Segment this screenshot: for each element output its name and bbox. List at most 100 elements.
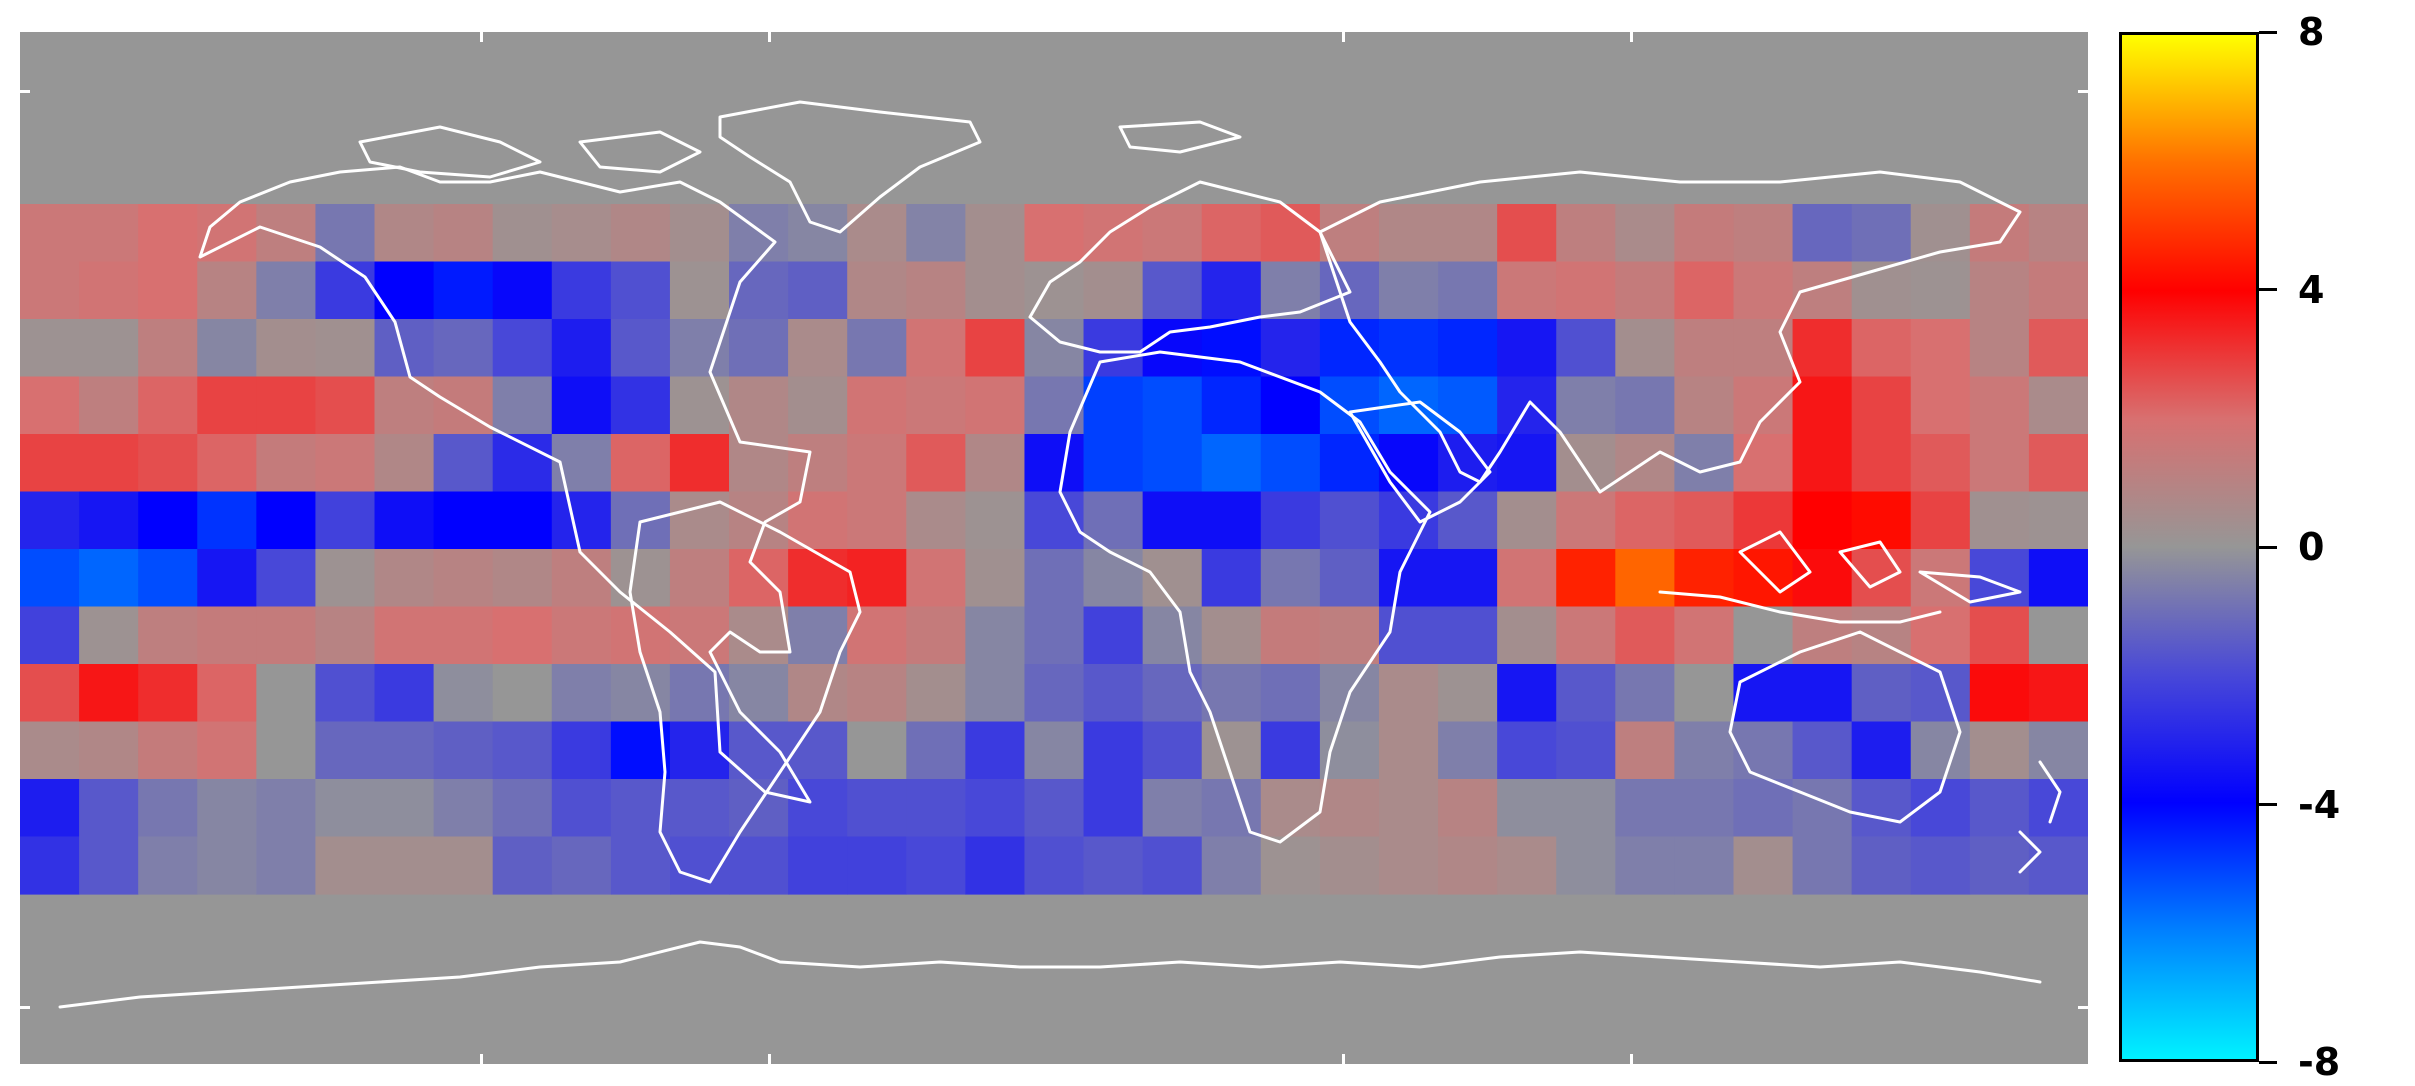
grid-cell: [729, 606, 789, 665]
grid-cell: [669, 779, 730, 838]
grid-cell: [788, 204, 848, 263]
grid-cell: [315, 836, 376, 895]
grid-cell: [1201, 261, 1262, 320]
grid-cell: [1556, 721, 1616, 780]
grid-cell: [1615, 491, 1675, 550]
grid-cell: [256, 434, 317, 493]
grid-cell: [1497, 549, 1557, 608]
grid-cell: [1378, 836, 1439, 895]
grid-cell: [79, 606, 139, 665]
grid-cell: [1497, 204, 1557, 263]
map-tick-left: [20, 90, 30, 93]
coastline-north-america: [198, 165, 812, 804]
grid-cell: [610, 376, 671, 435]
coastline-africa: [1058, 350, 1432, 844]
grid-cell: [492, 779, 553, 838]
colorbar-tick-label: -4: [2298, 782, 2341, 827]
grid-cell: [197, 376, 257, 435]
grid-cell: [79, 319, 139, 378]
grid-cell: [2028, 606, 2088, 665]
map-tick-bottom: [1342, 1054, 1345, 1064]
grid-cell: [20, 319, 80, 378]
grid-cell: [433, 779, 494, 838]
grid-cell: [1319, 491, 1380, 550]
grid-cell: [1260, 376, 1321, 435]
grid-cell: [1969, 261, 2030, 320]
grid-cell: [1910, 836, 1971, 895]
grid-cell: [729, 836, 789, 895]
grid-cell: [729, 779, 789, 838]
grid-cell: [1792, 434, 1853, 493]
grid-cell: [847, 261, 907, 320]
grid-cell: [1201, 204, 1262, 263]
grid-cell: [847, 721, 907, 780]
grid-cell: [79, 836, 139, 895]
grid-cell: [374, 261, 435, 320]
grid-cell: [965, 376, 1026, 435]
grid-cell: [256, 606, 317, 665]
grid-cell: [551, 204, 612, 263]
grid-cell: [197, 779, 257, 838]
grid-cell: [1969, 434, 2030, 493]
grid-cell: [492, 836, 553, 895]
grid-cell: [1201, 779, 1262, 838]
grid-cell: [315, 491, 376, 550]
grid-cell: [1201, 491, 1262, 550]
grid-cell: [1733, 664, 1794, 723]
grid-cell: [906, 779, 966, 838]
coastlines: [58, 100, 2062, 1009]
grid-cell: [1910, 261, 1971, 320]
grid-cell: [551, 836, 612, 895]
grid-cell: [1792, 491, 1853, 550]
grid-cell: [1142, 491, 1203, 550]
colorbar-tick: [2259, 288, 2277, 291]
grid-cell: [610, 319, 671, 378]
grid-cell: [1260, 664, 1321, 723]
grid-cell: [788, 319, 848, 378]
grid-cell: [138, 721, 198, 780]
grid-cell: [965, 606, 1026, 665]
grid-cell: [315, 779, 376, 838]
grid-cell: [1378, 261, 1439, 320]
grid-cell: [433, 319, 494, 378]
grid-cell: [374, 836, 435, 895]
grid-cell: [788, 491, 848, 550]
grid-cell: [965, 491, 1026, 550]
grid-cell: [1615, 319, 1675, 378]
coastline-europe: [1028, 180, 1352, 354]
grid-cell: [847, 319, 907, 378]
grid-cell: [315, 606, 376, 665]
grid-cell: [20, 779, 80, 838]
grid-cell: [1497, 319, 1557, 378]
grid-cell: [1438, 664, 1498, 723]
grid-cell: [20, 606, 80, 665]
grid-cell: [2028, 319, 2088, 378]
grid-cell: [551, 376, 612, 435]
grid-cell: [669, 606, 730, 665]
grid-cell: [1201, 376, 1262, 435]
grid-cell: [315, 721, 376, 780]
grid-cell: [1083, 376, 1144, 435]
grid-cell: [669, 549, 730, 608]
grid-cell: [256, 836, 317, 895]
grid-cell: [1083, 606, 1144, 665]
grid-cell: [1319, 606, 1380, 665]
grid-cell: [1969, 606, 2030, 665]
grid-cell: [2028, 836, 2088, 895]
grid-cell: [1319, 779, 1380, 838]
grid-cell: [906, 319, 966, 378]
grid-cell: [669, 376, 730, 435]
grid-cell: [847, 434, 907, 493]
coastline-arctic-islands: [358, 120, 1242, 179]
grid-cell: [256, 549, 317, 608]
grid-cell: [315, 319, 376, 378]
grid-cell: [906, 261, 966, 320]
grid-cell: [965, 721, 1026, 780]
grid-cell: [788, 779, 848, 838]
grid-cell: [1024, 204, 1085, 263]
grid-cell: [1556, 836, 1616, 895]
grid-cell: [1260, 549, 1321, 608]
grid-cell: [788, 434, 848, 493]
grid-cell: [1556, 779, 1616, 838]
grid-cell: [1260, 836, 1321, 895]
